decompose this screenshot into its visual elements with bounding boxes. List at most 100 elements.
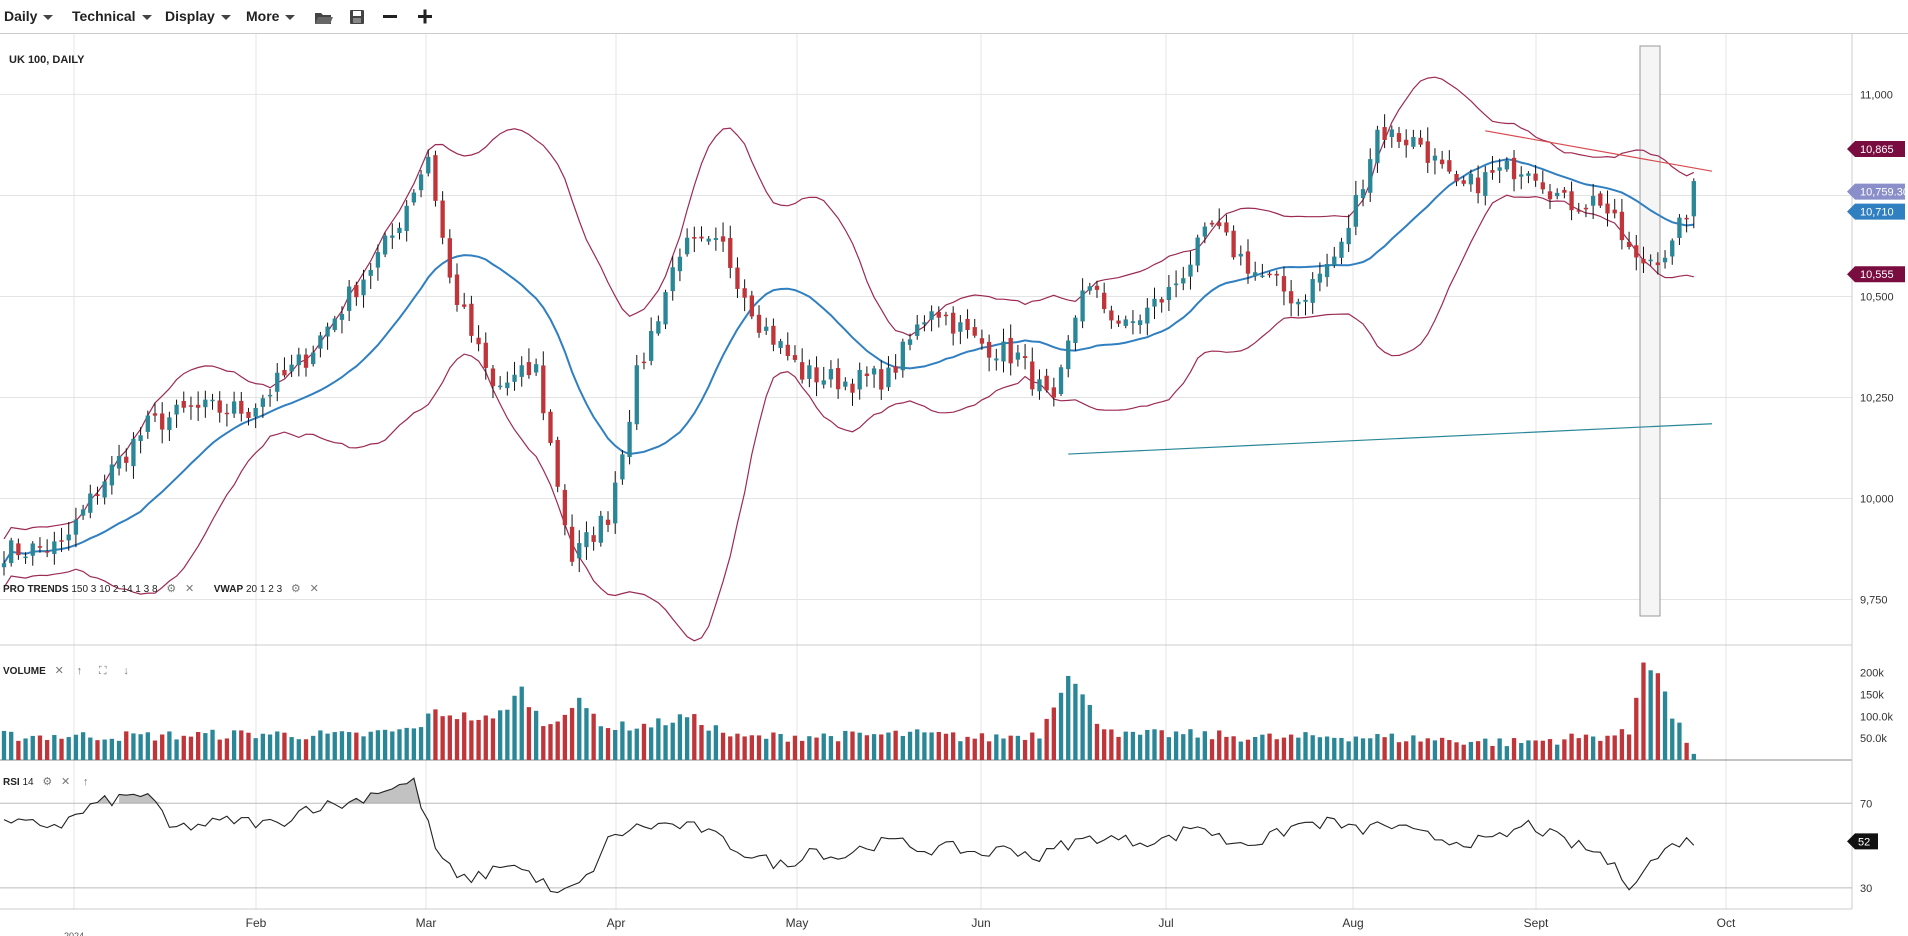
rsi-series — [3, 777, 1695, 894]
zoom-out-icon[interactable] — [379, 6, 401, 28]
volume-bar — [80, 732, 86, 760]
interval-dropdown[interactable]: Daily — [4, 8, 54, 24]
volume-bar — [1677, 722, 1682, 760]
candle-body — [1497, 167, 1502, 171]
bollinger-bands — [3, 76, 1695, 642]
candle-body — [1648, 259, 1653, 262]
candle-body — [1317, 273, 1323, 283]
close-icon[interactable]: ✕ — [184, 583, 195, 595]
candle-body — [627, 421, 632, 458]
volume-bar — [44, 740, 50, 760]
volume-bar — [929, 732, 934, 760]
volume-bar — [497, 710, 503, 760]
rsi-last-label: 52 — [1858, 836, 1870, 848]
close-icon[interactable]: ✕ — [54, 665, 64, 677]
candle-body — [490, 368, 496, 387]
volume-bar — [555, 721, 560, 760]
price-marker-label: 10,555 — [1860, 269, 1894, 281]
candle-body — [138, 435, 143, 441]
candle-body — [260, 398, 266, 407]
volume-bar — [1691, 753, 1696, 760]
candle-body — [497, 385, 503, 388]
volume-bar — [533, 710, 539, 760]
candle-body — [59, 540, 64, 542]
candle-body — [1655, 262, 1661, 266]
volume-bar — [800, 740, 805, 760]
candle-body — [390, 235, 395, 238]
volume-bar — [1389, 733, 1394, 760]
volume-bar — [1497, 738, 1502, 760]
candle-body — [1015, 352, 1021, 360]
candle-body — [476, 337, 481, 345]
more-dropdown[interactable]: More — [246, 8, 296, 24]
candle-body — [174, 404, 179, 415]
price-tick-label: 9,750 — [1860, 595, 1888, 607]
candle-body — [749, 295, 754, 317]
candle-body — [1547, 191, 1553, 200]
volume-bar — [1224, 736, 1229, 760]
chart-area[interactable]: 11,000 10,500 10,250 10,000 9,750 200k 150k 100… — [0, 34, 1908, 936]
volume-bar — [850, 731, 855, 760]
candle-body — [605, 519, 611, 525]
candle-body — [311, 352, 316, 365]
technical-dropdown[interactable]: Technical — [72, 8, 152, 24]
close-icon[interactable]: ✕ — [61, 776, 71, 788]
candle-body — [857, 369, 862, 390]
volume-bar — [634, 728, 639, 760]
volume-bar — [303, 739, 309, 760]
close-icon[interactable]: ✕ — [309, 583, 319, 595]
volume-bar — [764, 738, 769, 760]
chart-grid — [0, 34, 1853, 910]
save-icon[interactable] — [346, 6, 368, 28]
volume-bar — [1346, 741, 1351, 760]
candle-body — [720, 236, 726, 242]
volume-bar — [548, 724, 553, 760]
candle-body — [1691, 181, 1696, 217]
chevron-down-icon — [141, 14, 152, 20]
arrow-down-icon[interactable]: ↓ — [123, 665, 129, 677]
candle-body — [9, 540, 14, 564]
candle-body — [1605, 203, 1610, 214]
toolbar: Daily Technical Display More — [0, 0, 1908, 34]
open-folder-icon[interactable] — [312, 6, 334, 28]
expand-icon[interactable]: ⛶ — [98, 665, 107, 677]
volume-bar — [1037, 738, 1042, 760]
candle-body — [1562, 189, 1567, 193]
gear-icon[interactable]: ⚙ — [166, 583, 177, 595]
gear-icon[interactable]: ⚙ — [42, 776, 53, 788]
gear-icon[interactable]: ⚙ — [290, 583, 301, 595]
arrow-up-icon[interactable]: ↑ — [76, 665, 83, 677]
candle-body — [879, 369, 884, 390]
volume-bar — [857, 732, 862, 760]
candle-body — [1425, 141, 1430, 163]
volume-bar — [1130, 731, 1136, 760]
candle-body — [814, 367, 819, 383]
volume-bar — [426, 713, 431, 760]
volume-bar — [490, 718, 496, 760]
volume-bar — [1425, 738, 1430, 760]
volume-bar — [88, 737, 93, 760]
zoom-in-icon[interactable] — [414, 6, 436, 28]
volume-bar — [1555, 744, 1560, 760]
candle-body — [239, 400, 244, 414]
candle-body — [641, 361, 647, 364]
candle-body — [613, 482, 618, 524]
candle-body — [275, 372, 280, 392]
volume-bar — [706, 730, 711, 760]
candle-body — [296, 354, 301, 366]
candle-body — [584, 532, 589, 548]
volume-bar — [210, 729, 215, 760]
volume-bar — [1547, 739, 1553, 760]
volume-bar — [1353, 736, 1359, 760]
candle-body — [1030, 361, 1035, 390]
volume-bar — [1404, 741, 1409, 760]
rsi-params: 14 — [22, 777, 34, 788]
rsi-last-marker: 52 — [1847, 833, 1878, 850]
candle-body — [929, 311, 934, 320]
volume-bar — [605, 728, 611, 760]
volume-bar — [462, 712, 467, 760]
display-dropdown[interactable]: Display — [165, 8, 231, 24]
arrow-up-icon[interactable]: ↑ — [83, 776, 89, 788]
candle-body — [555, 440, 560, 487]
price-marker-label: 10,759.30 — [1860, 187, 1908, 199]
